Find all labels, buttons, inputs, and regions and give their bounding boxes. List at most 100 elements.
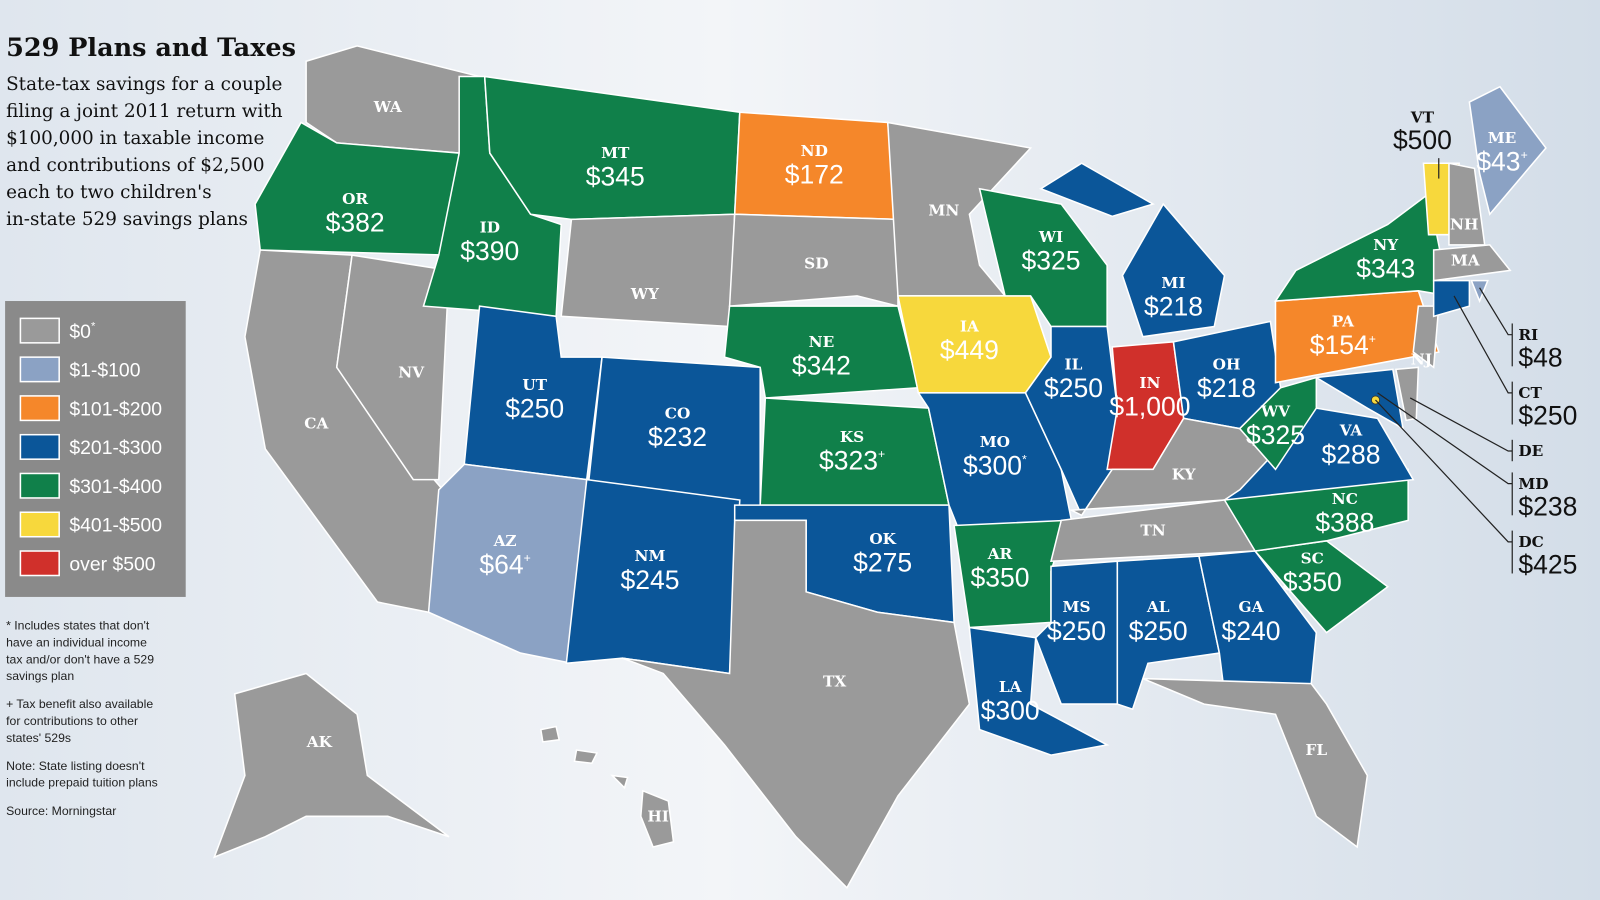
amount-sup: * [1022,452,1027,466]
note-line: savings plan [6,669,74,683]
amount-text: $325 [1022,245,1081,275]
state-amount: $382 [326,208,385,238]
state-shape [1394,366,1420,422]
state-abbr: VA [1339,422,1364,440]
callout-amount: $250 [1518,400,1577,430]
state-amount: $343 [1356,254,1415,284]
state-abbr: TX [823,673,846,691]
note-line: * Includes states that don't [6,619,150,633]
legend-swatch [19,317,60,344]
state-abbr: AZ [493,532,517,550]
note-line: states' 529s [6,731,71,745]
state-abbr: WY [630,285,660,303]
state-shape [1121,202,1226,338]
subtitle-line: in-state 529 savings plans [6,209,248,230]
legend-text: $301-$400 [69,476,162,498]
amount-text: $350 [1283,567,1342,597]
legend-label: $101-$200 [69,398,162,420]
state-shape [1039,162,1155,218]
state-amount: $1,000 [1109,391,1190,421]
state-abbr: WA [373,98,403,116]
amount-text: $250 [1044,373,1103,403]
state-abbr: OR [342,190,368,208]
state-abbr: NY [1373,236,1399,254]
state-abbr: KS [840,428,864,446]
callout-abbr: VT [1410,108,1435,126]
state-abbr: FL [1306,741,1328,759]
state-amount: $250 [1047,616,1106,646]
amount-text: $345 [586,162,645,192]
state-abbr: GA [1239,598,1265,616]
state-abbr: MA [1451,251,1481,269]
state-shape [539,725,561,743]
subtitle-line: State-tax savings for a couple [6,74,282,95]
state-abbr: MT [601,144,630,162]
subtitle-line: $100,000 in taxable income [6,128,264,149]
amount-text: $300 [981,695,1040,725]
callout-abbr: CT [1518,384,1542,402]
amount-text: $449 [940,335,999,365]
state-amount: $300 [981,695,1040,725]
note-line: have an individual income [6,635,147,649]
amount-text: $43 [1476,146,1520,176]
legend-text: $401-$500 [69,515,162,537]
callout-amount: $425 [1518,549,1577,579]
state-abbr: NE [809,333,835,351]
amount-text: $154 [1310,330,1369,360]
state-abbr: NH [1450,216,1478,234]
amount-text: $342 [792,350,851,380]
state-amount: $345 [586,162,645,192]
state-abbr: IA [960,318,980,336]
callout-amount: $500 [1393,125,1452,155]
amount-text: $343 [1356,254,1415,284]
state-abbr: CO [665,404,691,422]
amount-text: $323 [819,445,878,475]
state-amount: $325 [1246,420,1305,450]
state-abbr: NV [398,364,425,382]
state-abbr: SC [1301,549,1324,567]
state-shape [610,774,629,790]
amount-text: $64 [479,549,523,579]
legend-swatch [19,550,60,577]
legend-text: over $500 [69,553,155,575]
state-amount: $288 [1322,439,1381,469]
amount-sup: + [524,551,531,565]
legend-swatch [19,511,60,538]
state-amount: $325 [1022,245,1081,275]
note-line: include prepaid tuition plans [6,776,158,790]
amount-text: $172 [785,160,844,190]
state-shape [335,254,450,481]
state-amount: $64+ [479,549,530,579]
amount-text: $250 [505,393,564,423]
state-shape [1238,376,1318,471]
legend-label: $401-$500 [69,515,162,537]
state-amount: $172 [785,160,844,190]
legend-text: $201-$300 [69,437,162,459]
amount-text: $388 [1315,508,1374,538]
note-line: tax and/or don't have a 529 [6,652,154,666]
amount-text: $300 [963,450,1022,480]
state-amount: $154+ [1310,330,1376,360]
callout-abbr: DE [1518,442,1543,460]
state-shape [1432,244,1512,282]
state-abbr: ND [801,142,828,160]
state-amount: $323+ [819,445,885,475]
state-abbr: LA [999,678,1023,696]
state-amount: $43+ [1476,146,1527,176]
callout-amount: $48 [1518,342,1562,372]
state-abbr: MS [1063,598,1091,616]
leader-line [1453,295,1513,394]
state-abbr: IN [1139,374,1160,392]
state-abbr: MO [980,433,1010,451]
state-abbr: AL [1146,598,1170,616]
amount-text: $382 [326,208,385,238]
legend-text: $0 [69,321,91,343]
state-shape [622,519,971,890]
state-amount: $240 [1222,616,1281,646]
state-abbr: KY [1172,466,1197,484]
amount-text: $218 [1144,291,1203,321]
legend-swatch [19,433,60,460]
amount-text: $232 [648,422,707,452]
state-abbr: OH [1213,355,1241,373]
